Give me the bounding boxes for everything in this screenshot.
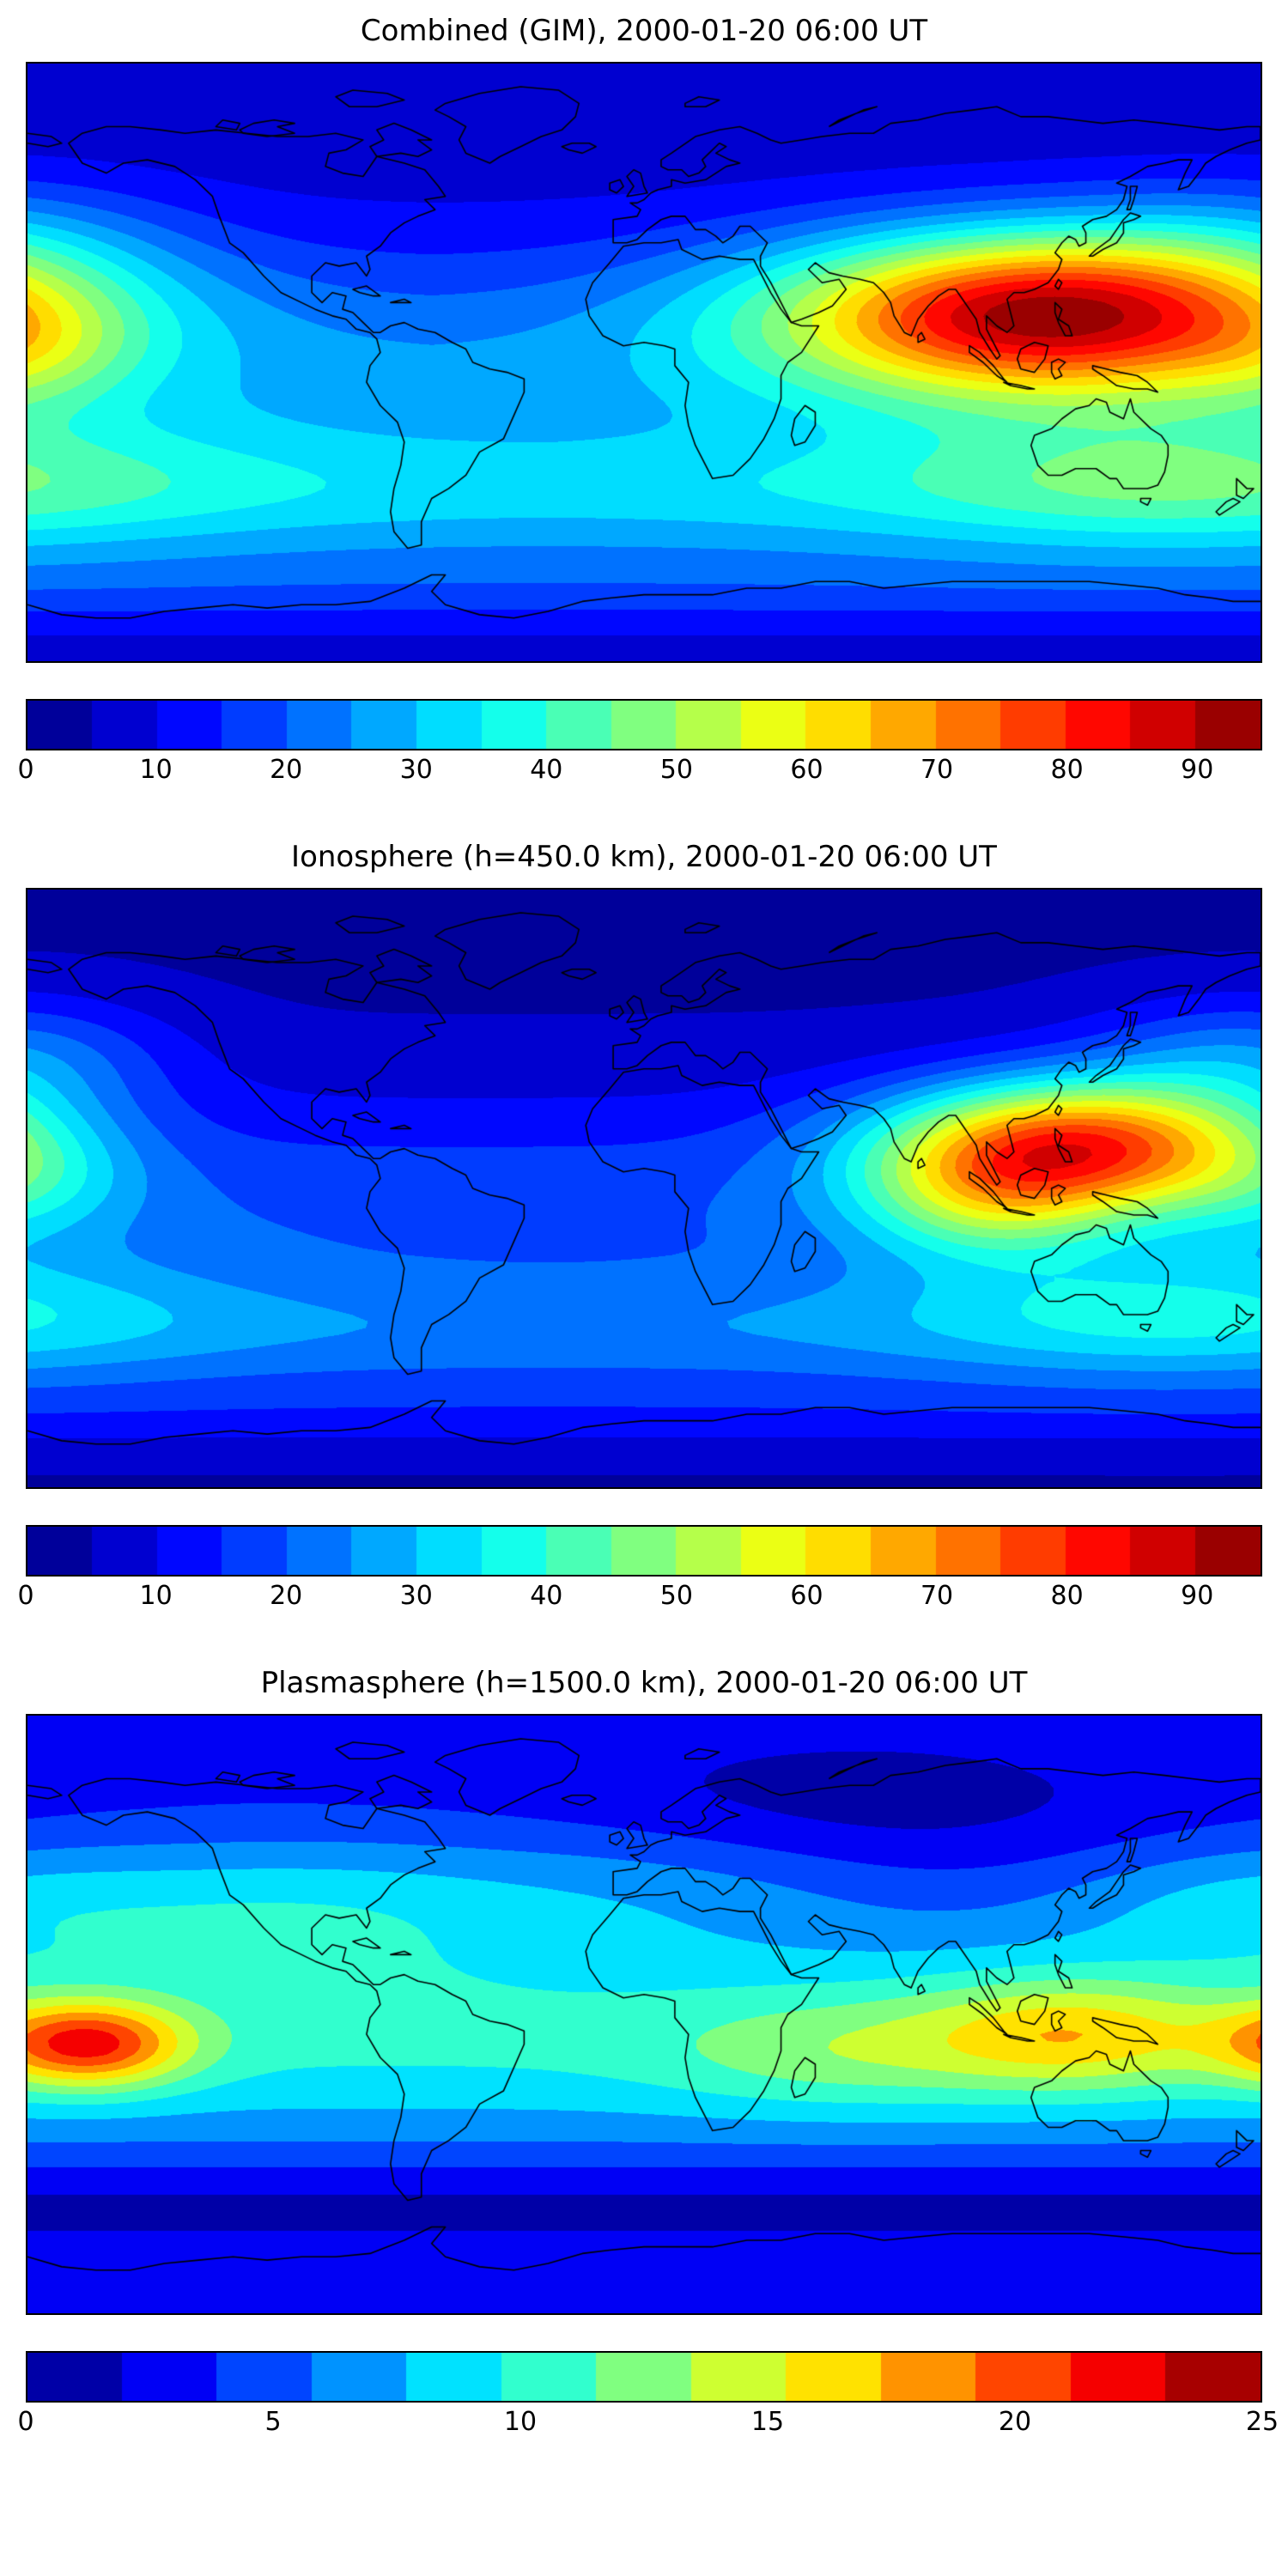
colorbar-tick-label: 50 — [659, 755, 693, 785]
colorbar-canvas — [26, 2351, 1262, 2403]
colorbar-tick-label: 60 — [790, 1581, 823, 1611]
colorbar-tick-label: 60 — [790, 755, 823, 785]
colorbar-tick-label: 70 — [920, 1581, 954, 1611]
colorbar-tick-label: 20 — [270, 1581, 303, 1611]
colorbar-ticks: 0 10 20 30 40 50 60 70 80 90 — [17, 1577, 1262, 1616]
world-map-canvas — [26, 62, 1262, 663]
panel-combined-gim: Combined (GIM), 2000-01-20 06:00 UT 0 10 2… — [0, 12, 1288, 790]
colorbar-tick-label: 30 — [399, 1581, 433, 1611]
colorbar: 0 10 20 30 40 50 60 70 80 90 — [17, 699, 1262, 790]
colorbar-ticks: 0 5 10 15 20 25 — [17, 2403, 1279, 2442]
colorbar-tick-label: 15 — [750, 2407, 785, 2437]
colorbar-tick-label: 0 — [17, 755, 34, 785]
colorbar-tick-label: 30 — [399, 755, 433, 785]
colorbar-tick-label: 0 — [17, 2407, 34, 2437]
colorbar-tick-label: 10 — [139, 755, 173, 785]
colorbar-tick-label: 70 — [920, 755, 954, 785]
world-map-canvas — [26, 888, 1262, 1489]
colorbar-tick-label: 40 — [530, 755, 563, 785]
colorbar-tick-label: 25 — [1245, 2407, 1279, 2437]
colorbar-tick-label: 80 — [1050, 755, 1084, 785]
map-frame — [26, 62, 1262, 663]
colorbar-tick-label: 40 — [530, 1581, 563, 1611]
colorbar-tick-label: 10 — [139, 1581, 173, 1611]
panel-title: Combined (GIM), 2000-01-20 06:00 UT — [360, 14, 928, 48]
figure: Combined (GIM), 2000-01-20 06:00 UT 0 10 2… — [0, 12, 1288, 2442]
panel-title: Plasmasphere (h=1500.0 km), 2000-01-20 0… — [260, 1666, 1028, 1700]
colorbar-canvas — [26, 699, 1262, 750]
colorbar-tick-label: 90 — [1181, 1581, 1214, 1611]
colorbar-tick-label: 90 — [1181, 755, 1214, 785]
map-frame — [26, 888, 1262, 1489]
map-frame — [26, 1714, 1262, 2315]
colorbar-tick-label: 20 — [998, 2407, 1032, 2437]
colorbar-ticks: 0 10 20 30 40 50 60 70 80 90 — [17, 750, 1262, 790]
colorbar-tick-label: 0 — [17, 1581, 34, 1611]
colorbar-tick-label: 50 — [659, 1581, 693, 1611]
panel-ionosphere: Ionosphere (h=450.0 km), 2000-01-20 06:0… — [0, 838, 1288, 1616]
panel-plasmasphere: Plasmasphere (h=1500.0 km), 2000-01-20 0… — [0, 1664, 1288, 2442]
colorbar: 0 5 10 15 20 25 — [17, 2351, 1279, 2442]
colorbar-tick-label: 10 — [503, 2407, 538, 2437]
world-map-canvas — [26, 1714, 1262, 2315]
colorbar-tick-label: 5 — [264, 2407, 282, 2437]
colorbar: 0 10 20 30 40 50 60 70 80 90 — [17, 1525, 1262, 1616]
colorbar-tick-label: 20 — [270, 755, 303, 785]
colorbar-canvas — [26, 1525, 1262, 1577]
panel-title: Ionosphere (h=450.0 km), 2000-01-20 06:0… — [291, 840, 997, 874]
colorbar-tick-label: 80 — [1050, 1581, 1084, 1611]
